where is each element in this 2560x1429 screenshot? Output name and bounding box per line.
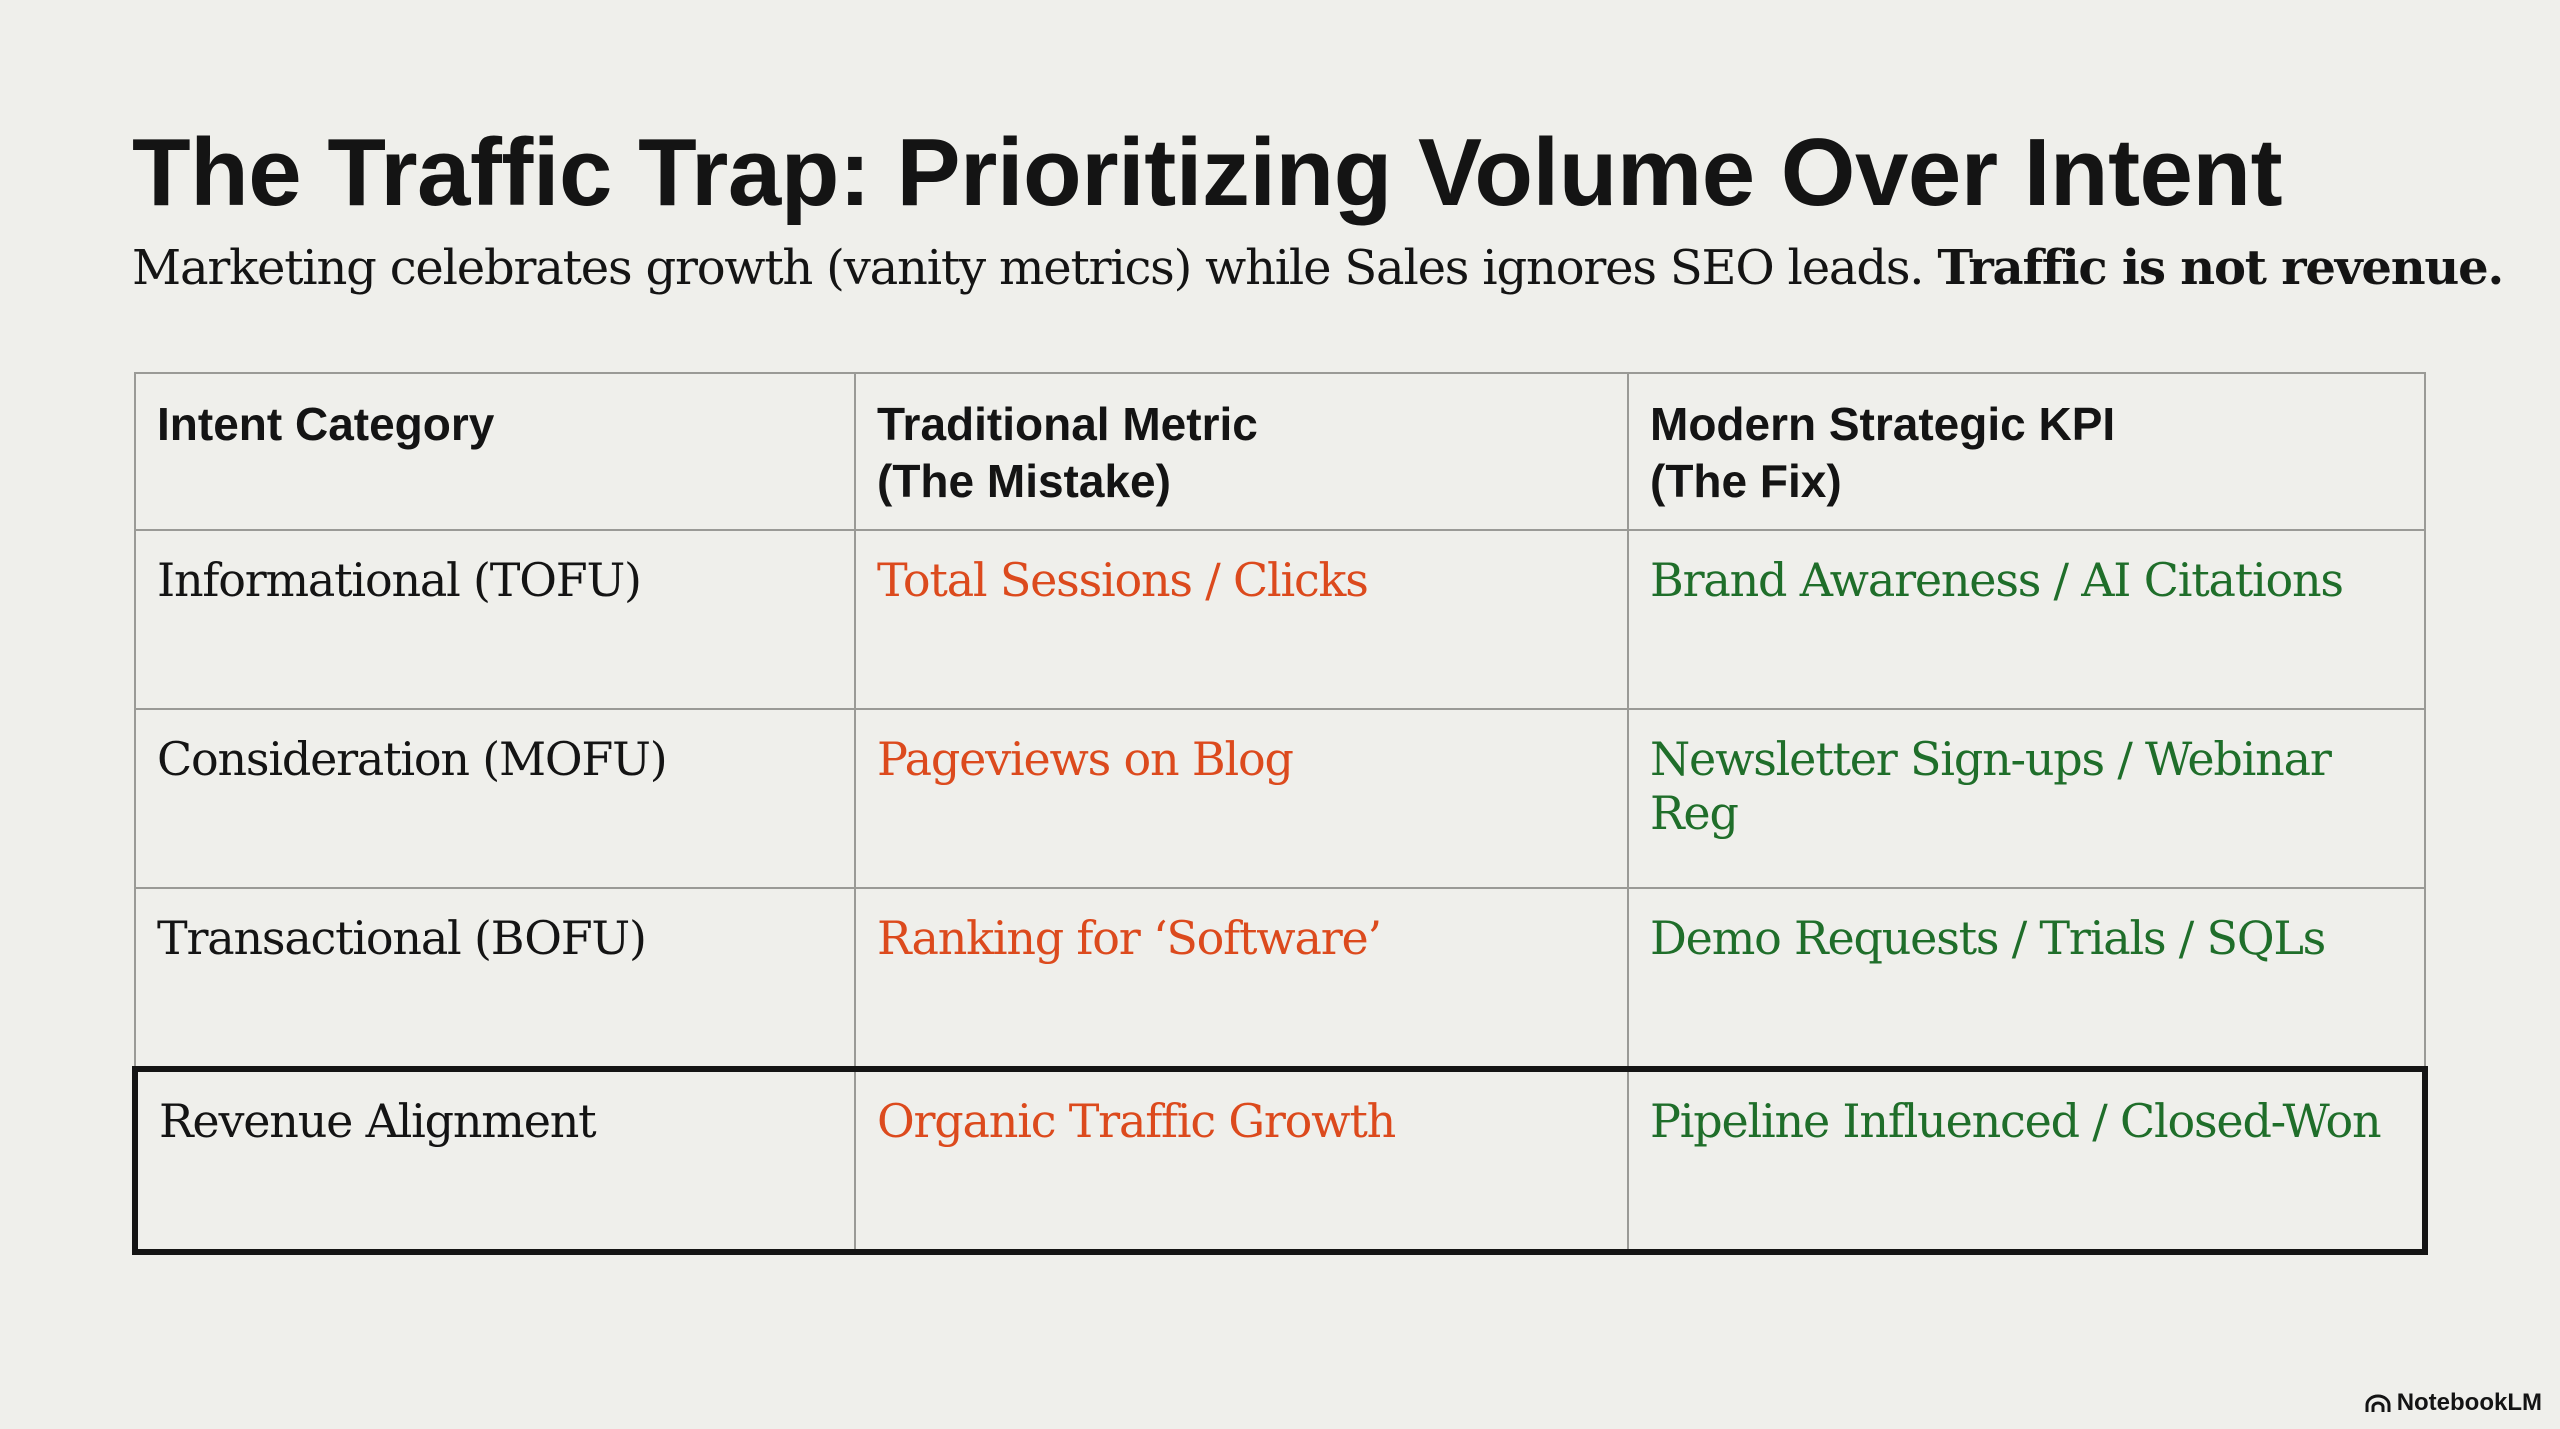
subtitle: Marketing celebrates growth (vanity metr… (132, 240, 2504, 296)
table-row-highlighted: Revenue Alignment Organic Traffic Growth P… (132, 1066, 2428, 1255)
category-cell: Revenue Alignment (132, 1066, 856, 1255)
header-sublabel: (The Mistake) (877, 455, 1171, 507)
header-sublabel: (The Fix) (1650, 455, 1842, 507)
header-label: Modern Strategic KPI (1650, 398, 2116, 450)
traditional-cell: Total Sessions / Clicks (854, 529, 1629, 710)
modern-cell: Demo Requests / Trials / SQLs (1627, 887, 2426, 1070)
subtitle-emphasis: Traffic is not revenue. (1937, 240, 2504, 296)
table-header-row: Intent Category Traditional Metric (The M… (134, 372, 2426, 531)
header-label: Intent Category (157, 398, 495, 450)
table-row: Informational (TOFU) Total Sessions / Cli… (134, 529, 2426, 710)
metrics-table: Intent Category Traditional Metric (The M… (132, 372, 2428, 1255)
modern-cell: Newsletter Sign-ups / Webinar Reg (1627, 708, 2426, 889)
table-row: Consideration (MOFU) Pageviews on Blog New… (134, 708, 2426, 889)
subtitle-text: Marketing celebrates growth (vanity metr… (132, 240, 1925, 296)
category-cell: Transactional (BOFU) (134, 887, 856, 1070)
category-cell: Informational (TOFU) (134, 529, 856, 710)
header-label: Traditional Metric (877, 398, 1258, 450)
traditional-cell: Ranking for ‘Software’ (854, 887, 1629, 1070)
category-cell: Consideration (MOFU) (134, 708, 856, 889)
table-row: Transactional (BOFU) Ranking for ‘Softwar… (134, 887, 2426, 1070)
page-title: The Traffic Trap: Prioritizing Volume Ov… (132, 119, 2283, 226)
traditional-cell: Organic Traffic Growth (854, 1066, 1629, 1255)
modern-cell: Pipeline Influenced / Closed-Won (1627, 1066, 2428, 1255)
header-intent-category: Intent Category (134, 372, 856, 531)
traditional-cell: Pageviews on Blog (854, 708, 1629, 889)
watermark-text: NotebookLM (2396, 1389, 2542, 1416)
header-traditional-metric: Traditional Metric (The Mistake) (854, 372, 1629, 531)
modern-cell: Brand Awareness / AI Citations (1627, 529, 2426, 710)
notebooklm-watermark: NotebookLM (2365, 1389, 2542, 1417)
notebooklm-logo-icon (2365, 1394, 2391, 1412)
header-modern-kpi: Modern Strategic KPI (The Fix) (1627, 372, 2426, 531)
